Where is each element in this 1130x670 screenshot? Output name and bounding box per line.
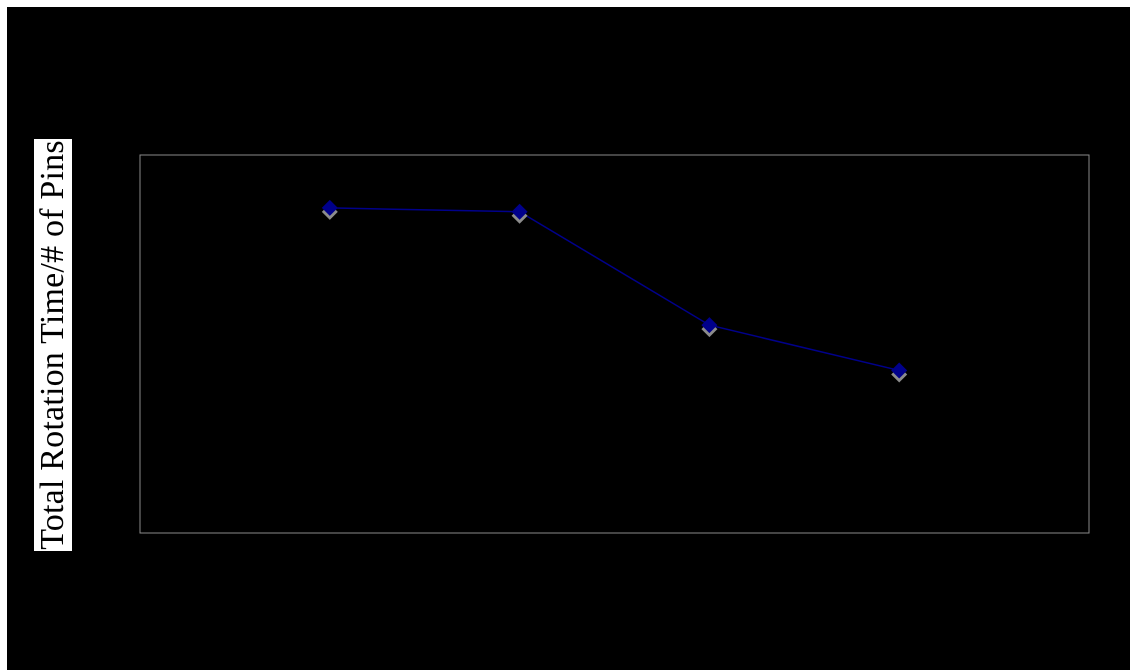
data-point-marker xyxy=(322,200,338,220)
data-point-marker xyxy=(701,317,717,337)
data-point-marker xyxy=(512,204,528,224)
series-line xyxy=(330,208,899,371)
series-layer xyxy=(322,200,907,383)
plot-area-border xyxy=(140,155,1089,533)
data-point-marker xyxy=(891,362,907,382)
